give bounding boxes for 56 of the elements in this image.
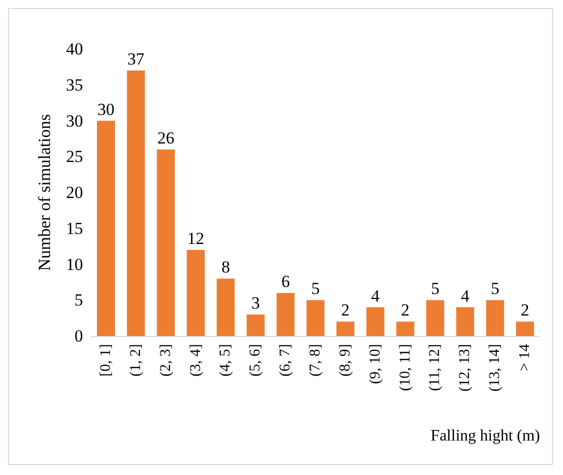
y-tick-label: 35 (66, 75, 83, 94)
x-tick-label: (13, 14] (487, 344, 504, 392)
y-tick-label: 10 (66, 254, 83, 274)
data-label: 5 (311, 279, 320, 298)
y-tick-label: 0 (74, 326, 83, 346)
bar (486, 300, 504, 336)
data-label: 5 (430, 279, 440, 298)
bar (186, 250, 205, 336)
bar (276, 292, 295, 336)
bar (426, 300, 444, 336)
data-label: 8 (221, 258, 230, 277)
y-tick-label: 30 (66, 111, 83, 130)
y-tick-label: 40 (66, 40, 83, 58)
x-tick-label: (8, 9] (337, 344, 354, 376)
bar (96, 120, 115, 336)
data-label: 5 (490, 279, 500, 298)
x-tick-label: (7, 8] (308, 344, 324, 376)
y-axis-title: Number of simulations (35, 114, 54, 271)
x-tick-label: (1, 2] (128, 344, 144, 376)
data-label: 4 (371, 286, 380, 306)
x-tick-label: (5, 6] (248, 344, 264, 376)
y-tick-label: 20 (66, 183, 83, 202)
bar (126, 70, 145, 336)
x-axis-title: Falling hight (m) (430, 428, 540, 444)
data-label: 2 (401, 300, 410, 320)
x-tick-label: (11, 12] (427, 344, 444, 391)
x-tick-label: [0, 1] (98, 344, 114, 376)
data-label: 26 (157, 128, 174, 148)
y-tick-label: 25 (66, 147, 83, 166)
data-label: 6 (281, 272, 290, 291)
x-tick-label: (9, 10] (367, 344, 384, 384)
data-label: 2 (341, 300, 350, 320)
data-label: 37 (127, 50, 145, 69)
x-tick-label: (10, 11] (397, 344, 414, 391)
data-label: 3 (251, 293, 260, 312)
data-label: 4 (460, 286, 470, 306)
data-label: 30 (97, 100, 114, 119)
x-tick-label: (3, 4] (188, 344, 204, 376)
bar (336, 322, 354, 336)
data-label: 12 (187, 228, 204, 248)
x-tick-label: (2, 3] (158, 344, 174, 376)
bar (516, 322, 534, 336)
x-tick-label: (6, 7] (278, 344, 294, 376)
y-tick-label: 5 (74, 290, 83, 310)
x-tick-label: > 14 (517, 344, 534, 372)
bar (306, 300, 324, 336)
bar (366, 307, 384, 336)
x-tick-label: (4, 5] (218, 344, 234, 376)
data-label: 2 (520, 300, 530, 320)
bar (216, 278, 235, 336)
bar (156, 149, 175, 336)
bar (396, 322, 414, 336)
y-tick-label: 15 (66, 218, 83, 238)
bar (246, 314, 265, 336)
bar (456, 307, 474, 336)
x-tick-label: (12, 13] (457, 344, 474, 392)
